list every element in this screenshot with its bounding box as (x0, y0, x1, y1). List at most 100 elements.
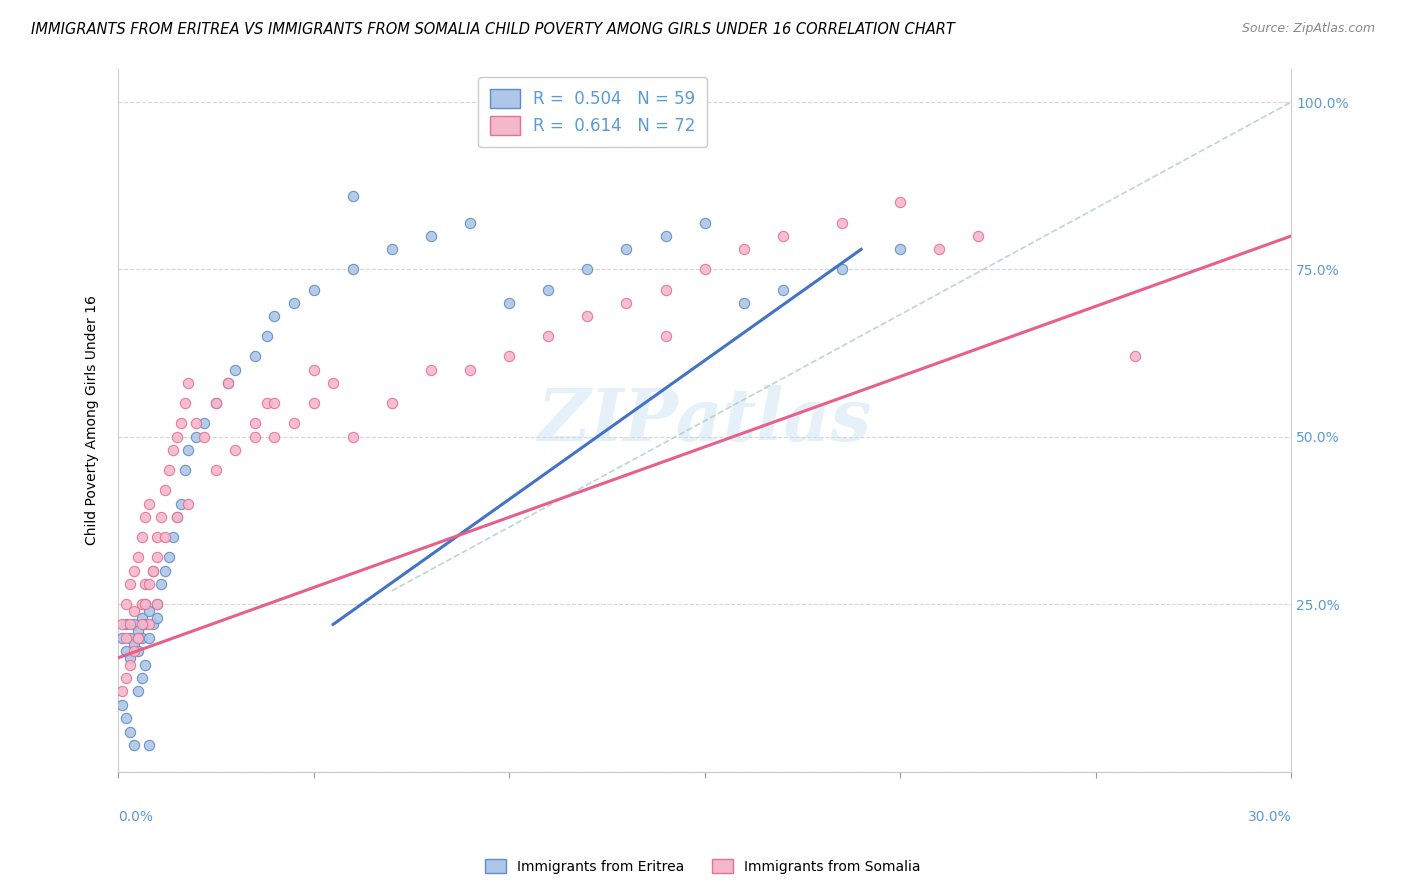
Point (243, 350, 266, 364)
Point (1123, 350, 1146, 364)
Point (131, 617, 153, 632)
Point (256, 396, 278, 410)
Point (458, 363, 481, 377)
Point (138, 738, 160, 752)
Point (243, 417, 266, 431)
Point (162, 530, 184, 544)
Point (205, 396, 228, 410)
Point (342, 188, 364, 202)
Point (733, 296, 755, 310)
Point (115, 617, 138, 632)
Point (772, 283, 794, 297)
Point (616, 243, 638, 257)
Point (150, 510, 173, 524)
Point (138, 631, 160, 645)
Point (122, 644, 145, 658)
Point (342, 262, 364, 277)
Point (146, 550, 169, 565)
Point (243, 430, 266, 444)
Point (186, 417, 208, 431)
Point (111, 684, 134, 698)
Point (150, 577, 173, 591)
Point (256, 329, 278, 343)
Point (537, 329, 560, 343)
Point (134, 617, 156, 632)
Point (153, 564, 176, 578)
Point (169, 417, 191, 431)
Point (193, 430, 215, 444)
Point (419, 363, 441, 377)
Point (146, 597, 169, 611)
Point (283, 417, 305, 431)
Point (224, 363, 246, 377)
Y-axis label: Child Poverty Among Girls Under 16: Child Poverty Among Girls Under 16 (86, 295, 100, 545)
Point (122, 738, 145, 752)
Point (193, 417, 215, 431)
Point (122, 564, 145, 578)
Point (118, 724, 141, 739)
Point (616, 296, 638, 310)
Point (115, 597, 138, 611)
Text: 30.0%: 30.0% (1247, 810, 1291, 824)
Point (928, 243, 950, 257)
Point (134, 657, 156, 672)
Point (263, 396, 285, 410)
Point (138, 604, 160, 618)
Point (889, 195, 911, 210)
Point (127, 644, 149, 658)
Point (498, 296, 520, 310)
Point (146, 530, 169, 544)
Point (122, 637, 145, 651)
Point (127, 684, 149, 698)
Point (134, 597, 156, 611)
Point (302, 396, 325, 410)
Point (118, 651, 141, 665)
Point (138, 617, 160, 632)
Point (115, 711, 138, 725)
Point (967, 229, 990, 244)
Legend: Immigrants from Eritrea, Immigrants from Somalia: Immigrants from Eritrea, Immigrants from… (478, 852, 928, 880)
Point (173, 463, 195, 477)
Point (122, 617, 145, 632)
Point (131, 631, 153, 645)
Point (142, 564, 165, 578)
Point (166, 430, 188, 444)
Point (576, 310, 599, 324)
Point (205, 463, 228, 477)
Point (217, 376, 239, 391)
Point (118, 657, 141, 672)
Point (205, 396, 228, 410)
Point (142, 617, 165, 632)
Point (134, 597, 156, 611)
Point (127, 631, 149, 645)
Point (127, 550, 149, 565)
Point (654, 229, 676, 244)
Point (831, 262, 853, 277)
Text: 0.0%: 0.0% (118, 810, 153, 824)
Point (118, 617, 141, 632)
Point (733, 243, 755, 257)
Point (127, 631, 149, 645)
Point (162, 443, 184, 458)
Point (111, 698, 134, 712)
Point (127, 624, 149, 638)
Point (115, 671, 138, 685)
Point (381, 396, 404, 410)
Point (654, 283, 676, 297)
Point (134, 577, 156, 591)
Point (169, 497, 191, 511)
Point (322, 376, 344, 391)
Point (302, 363, 325, 377)
Point (118, 631, 141, 645)
Point (186, 430, 208, 444)
Point (146, 597, 169, 611)
Point (146, 610, 169, 624)
Point (153, 530, 176, 544)
Point (693, 215, 716, 229)
Point (142, 564, 165, 578)
Point (153, 483, 176, 498)
Point (173, 396, 195, 410)
Point (224, 443, 246, 458)
Point (693, 262, 716, 277)
Point (111, 617, 134, 632)
